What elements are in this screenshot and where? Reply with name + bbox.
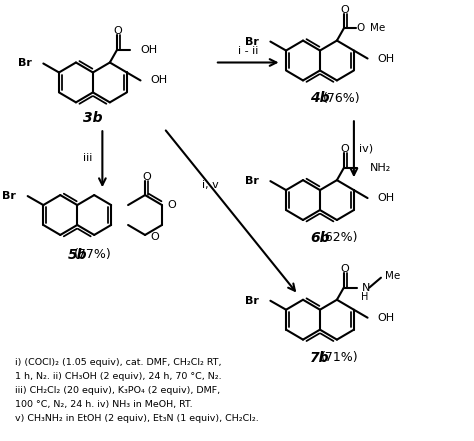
Text: OH: OH <box>377 313 394 323</box>
Text: Me: Me <box>385 271 400 281</box>
Text: OH: OH <box>150 75 167 86</box>
Text: O: O <box>356 23 365 34</box>
Text: 5b: 5b <box>67 248 87 262</box>
Text: O: O <box>142 172 151 182</box>
Text: O: O <box>114 26 123 37</box>
Text: O: O <box>341 4 350 15</box>
Text: OH: OH <box>377 53 394 64</box>
Text: O: O <box>167 200 176 210</box>
Text: OH: OH <box>140 45 157 56</box>
Text: 6b: 6b <box>310 231 330 245</box>
Text: iii) CH₂Cl₂ (20 equiv), K₃PO₄ (2 equiv), DMF,: iii) CH₂Cl₂ (20 equiv), K₃PO₄ (2 equiv),… <box>15 386 220 395</box>
Text: O: O <box>341 144 350 154</box>
Text: 4b: 4b <box>310 91 330 105</box>
Text: 100 °C, N₂, 24 h. iv) NH₃ in MeOH, RT.: 100 °C, N₂, 24 h. iv) NH₃ in MeOH, RT. <box>15 400 193 409</box>
Text: iv): iv) <box>359 143 373 153</box>
Text: Br: Br <box>245 176 259 186</box>
Text: (77%): (77%) <box>74 248 112 262</box>
Text: Br: Br <box>2 191 16 201</box>
Text: 7b: 7b <box>310 351 330 365</box>
Text: i - ii: i - ii <box>238 45 258 56</box>
Text: Me: Me <box>370 23 385 34</box>
Text: 1 h, N₂. ii) CH₃OH (2 equiv), 24 h, 70 °C, N₂.: 1 h, N₂. ii) CH₃OH (2 equiv), 24 h, 70 °… <box>15 372 222 381</box>
Text: O: O <box>150 232 159 242</box>
Text: Br: Br <box>245 296 259 306</box>
Text: OH: OH <box>377 193 394 203</box>
Text: Br: Br <box>245 37 259 47</box>
Text: H: H <box>361 292 369 302</box>
Text: v) CH₃NH₂ in EtOH (2 equiv), Et₃N (1 equiv), CH₂Cl₂.: v) CH₃NH₂ in EtOH (2 equiv), Et₃N (1 equ… <box>15 414 259 423</box>
Text: 3b: 3b <box>83 111 103 125</box>
Text: (71%): (71%) <box>321 351 358 364</box>
Text: (76%): (76%) <box>323 92 360 105</box>
Text: i) (COCl)₂ (1.05 equiv), cat. DMF, CH₂Cl₂ RT,: i) (COCl)₂ (1.05 equiv), cat. DMF, CH₂Cl… <box>15 358 222 367</box>
Text: i, v: i, v <box>201 180 219 190</box>
Text: NH₂: NH₂ <box>370 163 392 173</box>
Text: O: O <box>341 264 350 274</box>
Text: iii: iii <box>83 153 92 163</box>
Text: Br: Br <box>18 59 32 68</box>
Text: N: N <box>361 283 370 293</box>
Text: (62%): (62%) <box>321 232 358 244</box>
